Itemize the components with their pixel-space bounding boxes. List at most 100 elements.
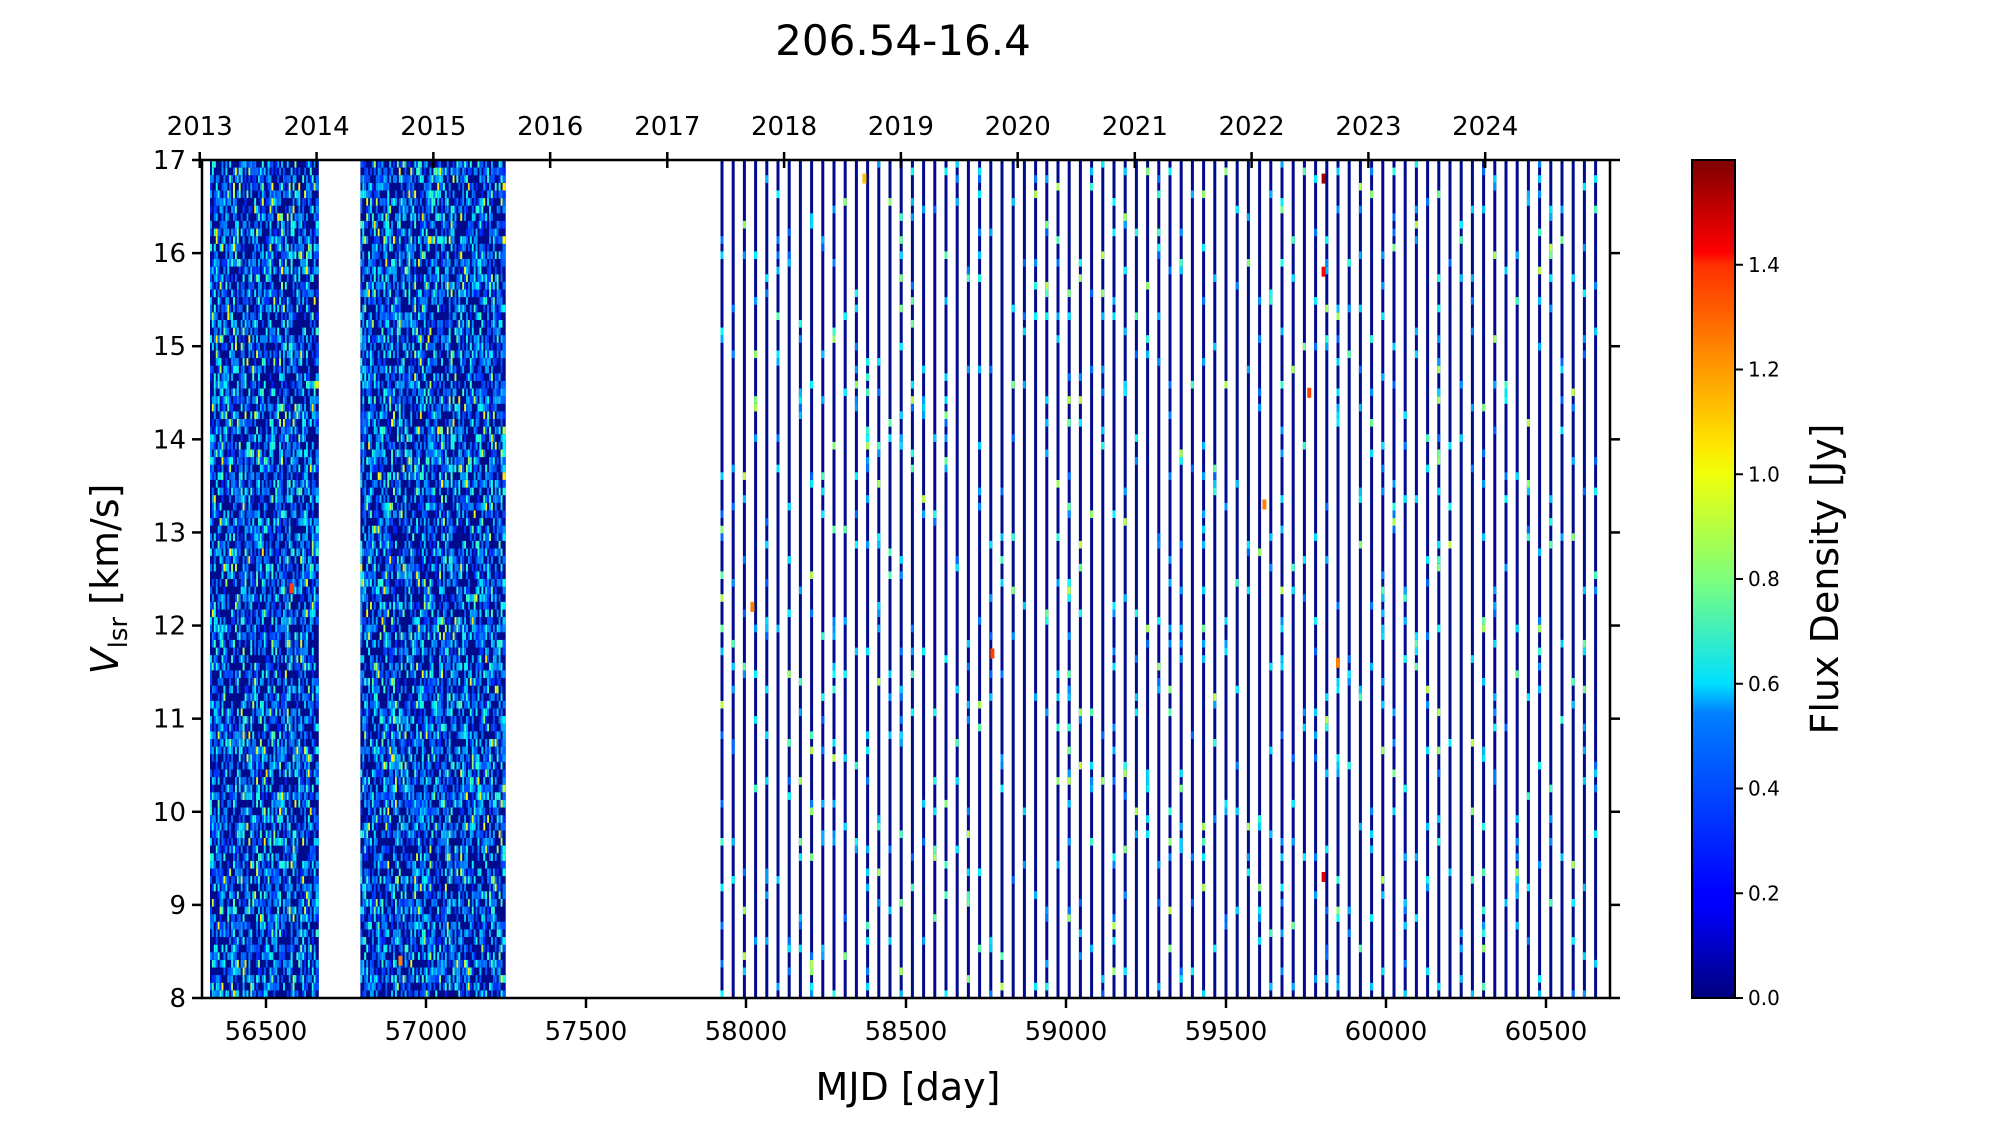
flux-cell xyxy=(219,335,223,343)
flux-cell xyxy=(283,556,287,564)
flux-cell xyxy=(313,716,317,724)
flux-cell xyxy=(377,251,381,260)
flux-cell xyxy=(313,868,317,877)
flux-cell xyxy=(315,723,319,732)
flux-cell xyxy=(248,921,252,930)
flux-cell xyxy=(221,891,225,899)
flux-cell xyxy=(210,678,214,686)
flux-cell xyxy=(315,487,319,496)
flux-cell xyxy=(269,891,273,899)
flux-cell xyxy=(373,799,377,808)
flux-cell xyxy=(387,434,391,442)
flux-cell xyxy=(231,289,235,298)
flux-cell xyxy=(306,502,310,511)
flux-cell xyxy=(269,274,273,282)
flux-cell xyxy=(261,388,265,397)
flux-cell xyxy=(240,952,244,960)
flux-cell xyxy=(277,746,281,755)
flux-cell xyxy=(288,959,292,968)
flux-cell xyxy=(366,838,370,846)
flux-cell xyxy=(298,251,302,260)
flux-cell xyxy=(281,548,285,557)
flux-cell xyxy=(250,502,254,511)
flux-cell xyxy=(400,708,404,717)
flux-cell xyxy=(398,220,402,229)
flux-cell xyxy=(223,959,227,968)
flux-cell xyxy=(395,982,399,991)
flux-cell xyxy=(227,297,231,305)
flux-cell xyxy=(279,731,283,740)
flux-cell xyxy=(213,472,217,480)
flux-cell xyxy=(261,853,265,861)
flux-cell xyxy=(402,769,406,778)
flux-cell xyxy=(286,472,290,480)
flux-cell xyxy=(267,914,271,922)
flux-cell xyxy=(364,426,368,435)
flux-cell xyxy=(254,899,258,907)
flux-cell xyxy=(252,700,256,709)
flux-cell xyxy=(398,601,402,610)
flux-cell xyxy=(402,571,406,580)
flux-cell xyxy=(211,662,216,671)
flux-cell xyxy=(236,761,241,770)
flux-cell xyxy=(379,312,383,321)
flux-cell xyxy=(294,502,298,511)
flux-cell xyxy=(261,518,265,526)
flux-cell xyxy=(265,754,269,762)
flux-cell xyxy=(263,487,267,496)
flux-cell xyxy=(387,350,391,359)
flux-cell xyxy=(379,266,383,275)
flux-cell xyxy=(273,518,277,526)
flux-cell xyxy=(259,639,264,648)
flux-cell xyxy=(396,822,401,831)
flux-cell xyxy=(265,693,269,701)
flux-cell xyxy=(281,220,285,229)
flux-cell xyxy=(277,533,281,541)
flux-cell xyxy=(219,411,223,420)
flux-cell xyxy=(377,373,381,381)
flux-cell xyxy=(366,815,370,823)
flux-cell xyxy=(248,731,252,740)
flux-cell xyxy=(398,609,402,618)
flux-cell xyxy=(360,480,364,488)
flux-cell xyxy=(313,380,317,389)
flux-cell xyxy=(307,921,312,930)
flux-cell xyxy=(238,449,242,458)
flux-cell xyxy=(364,220,368,229)
flux-cell xyxy=(302,830,306,839)
flux-cell xyxy=(217,708,221,717)
flux-cell xyxy=(219,327,223,336)
flux-cell xyxy=(300,335,304,343)
flux-cell xyxy=(377,213,381,221)
flux-cell xyxy=(223,670,227,679)
flux-cell xyxy=(256,777,260,785)
flux-cell xyxy=(252,906,256,915)
flux-cell xyxy=(219,198,223,206)
flux-cell xyxy=(273,914,277,922)
flux-cell xyxy=(258,525,262,534)
flux-cell xyxy=(309,342,313,351)
flux-cell xyxy=(281,213,285,221)
flux-cell xyxy=(393,160,397,168)
flux-cell xyxy=(304,906,308,915)
flux-cell xyxy=(306,975,310,983)
flux-cell xyxy=(263,579,267,587)
flux-cell xyxy=(213,868,217,877)
flux-cell xyxy=(368,807,372,816)
flux-cell xyxy=(381,708,385,717)
flux-cell xyxy=(292,579,296,587)
flux-cell xyxy=(362,304,366,313)
flux-cell xyxy=(381,411,385,420)
flux-cell xyxy=(396,358,401,366)
flux-cell xyxy=(252,434,256,442)
flux-cell xyxy=(263,556,267,564)
flux-cell xyxy=(213,198,217,206)
flux-cell xyxy=(296,609,300,618)
flux-cell xyxy=(373,708,377,717)
flux-cell xyxy=(379,175,383,183)
flux-cell xyxy=(235,251,239,260)
flux-cell xyxy=(307,251,312,260)
flux-cell xyxy=(225,243,229,252)
flux-cell xyxy=(231,700,235,709)
flux-cell xyxy=(267,175,271,183)
